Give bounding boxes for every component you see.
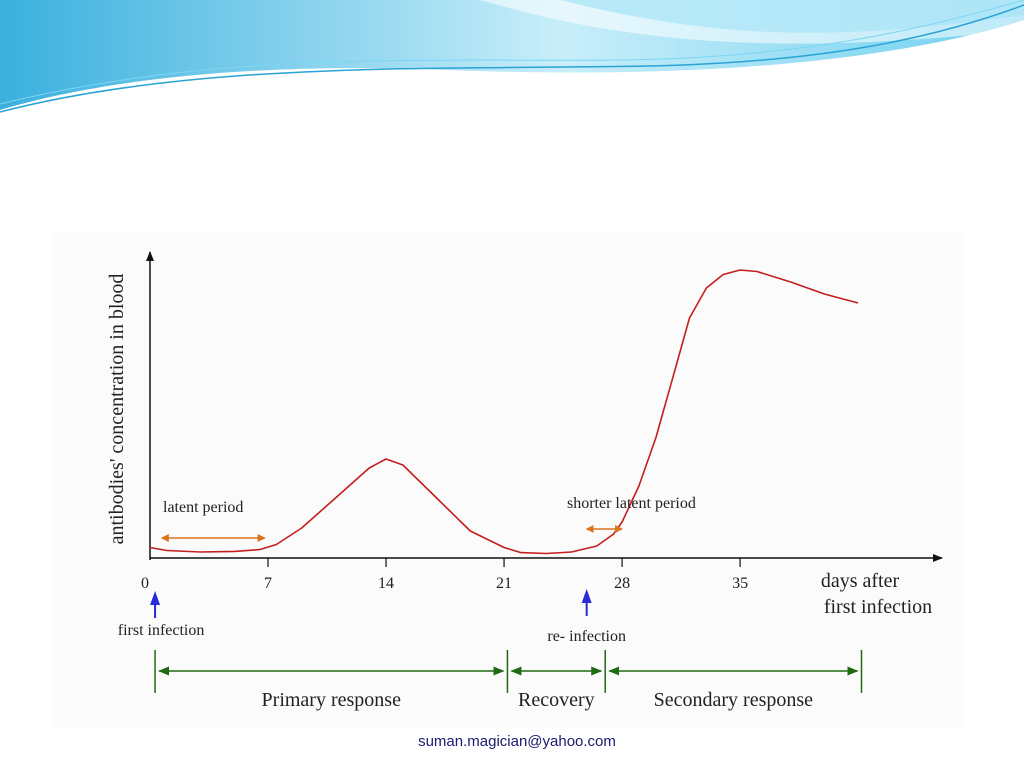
y-axis-label: antibodies' concentration in blood xyxy=(106,274,128,545)
x-tick-label: 35 xyxy=(732,575,748,592)
shorter-latent-period-label: shorter latent period xyxy=(567,495,696,512)
first-infection-label: first infection xyxy=(118,622,205,639)
antibody-concentration-curve xyxy=(149,269,859,555)
latent-period-label: latent period xyxy=(163,499,243,516)
x-tick-label: 7 xyxy=(264,575,272,592)
phase-label: Recovery xyxy=(518,689,595,711)
x-tick-label: 0 xyxy=(141,575,149,592)
response-phase-group: Primary response Recovery Secondary respon… xyxy=(154,650,863,711)
x-axis-label-line2: first infection xyxy=(824,596,932,618)
figure-panel xyxy=(52,232,964,728)
x-tick-group: 0 7 14 21 28 35 xyxy=(141,558,748,592)
footer-email: suman.magician@yahoo.com xyxy=(418,733,616,750)
x-axis-label-line1: days after xyxy=(821,570,900,592)
x-tick-label: 28 xyxy=(614,575,630,592)
slide-header-banner xyxy=(0,0,1024,113)
x-tick-label: 21 xyxy=(496,575,512,592)
x-tick-label: 14 xyxy=(378,575,394,592)
re-infection-label: re- infection xyxy=(547,628,626,645)
phase-label: Secondary response xyxy=(654,689,814,711)
phase-label: Primary response xyxy=(262,689,402,711)
